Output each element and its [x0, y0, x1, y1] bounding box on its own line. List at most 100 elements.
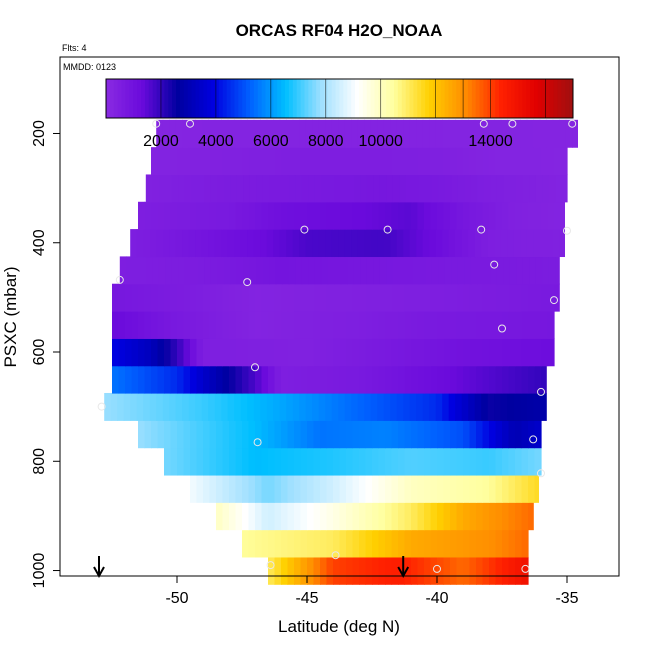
heatmap-cell [347, 174, 355, 203]
heatmap-cell [157, 338, 165, 367]
heatmap-cell [221, 392, 229, 421]
heatmap-cell [495, 338, 503, 367]
sample-point [253, 438, 262, 447]
heatmap-cell [409, 229, 417, 258]
heatmap-cell [496, 174, 504, 203]
heatmap-cell [326, 556, 334, 585]
heatmap-cell [177, 365, 185, 394]
heatmap-cell [417, 365, 425, 394]
sample-point [568, 119, 577, 128]
heatmap-cell [143, 229, 151, 258]
heatmap-cell [411, 529, 419, 558]
heatmap-cell [288, 174, 296, 203]
heatmap-cell [279, 229, 287, 258]
heatmap-cell [443, 201, 451, 230]
heatmap-cell [495, 311, 503, 339]
colorbar-segment [226, 79, 232, 118]
heatmap-cell [125, 365, 133, 394]
heatmap-cell [313, 311, 321, 339]
heatmap-cell [170, 283, 178, 312]
heatmap-cell [404, 147, 412, 176]
heatmap-cell [528, 447, 536, 476]
colorbar-segment [510, 79, 516, 118]
heatmap-cell [209, 147, 217, 176]
heatmap-cell [294, 201, 302, 230]
heatmap-cell [279, 392, 287, 421]
heatmap-cell [229, 338, 237, 367]
heatmap-cell [288, 256, 296, 285]
heatmap-cell [370, 229, 378, 258]
x-tick-label: -50 [165, 590, 188, 607]
heatmap-cell [443, 338, 451, 367]
heatmap-cell [555, 256, 560, 285]
heatmap-cell [534, 447, 542, 476]
heatmap-cell [541, 283, 549, 312]
heatmap-cell [416, 119, 424, 148]
heatmap-cell [386, 174, 394, 203]
heatmap-cell [269, 256, 277, 285]
heatmap-cell [301, 174, 309, 203]
heatmap-cell [353, 256, 361, 285]
heatmap-cell [416, 392, 424, 421]
heatmap-cell [398, 283, 406, 312]
heatmap-cell [300, 556, 308, 585]
heatmap-cell [346, 529, 354, 558]
heatmap-cell [560, 201, 565, 230]
heatmap-cell [469, 556, 477, 585]
heatmap-cell [359, 311, 367, 339]
colorbar-segment [187, 79, 193, 118]
heatmap-cell [165, 174, 173, 203]
heatmap-cell [261, 529, 269, 558]
heatmap-cell [451, 174, 459, 203]
heatmap-cell [248, 283, 256, 312]
heatmap-cell [203, 311, 211, 339]
colorbar-segment [417, 79, 422, 118]
heatmap-cell [130, 392, 138, 421]
heatmap-cell [404, 556, 412, 585]
heatmap-cell [197, 174, 205, 203]
colorbar-segment [506, 79, 512, 118]
heatmap-cell [509, 174, 517, 203]
heatmap-cell [326, 474, 334, 503]
heatmap-cell [464, 256, 472, 285]
heatmap-cell [494, 392, 502, 421]
colorbar-segment [316, 79, 321, 118]
heatmap-cell [476, 529, 484, 558]
colorbar-frame [105, 78, 574, 119]
heatmap-cell [229, 311, 237, 339]
heatmap-cell [541, 338, 549, 367]
heatmap-cell [477, 174, 485, 203]
heatmap-cell [209, 338, 217, 367]
colorbar-segment [109, 79, 115, 118]
heatmap-cell [248, 147, 256, 176]
colorbar-segment [386, 79, 391, 118]
heatmap-cell [495, 556, 503, 585]
heatmap-cell [515, 447, 523, 476]
heatmap-cell [474, 119, 482, 148]
sample-point [97, 402, 106, 411]
heatmap-cell [216, 474, 224, 503]
heatmap-cell [482, 502, 490, 531]
heatmap-cell [190, 311, 198, 339]
heatmap-cell [287, 502, 295, 531]
heatmap-cell [339, 556, 347, 585]
heatmap-cell [372, 365, 380, 394]
heatmap-cell [162, 119, 170, 148]
heatmap-cell [235, 147, 243, 176]
heatmap-cell [235, 474, 243, 503]
heatmap-cell [513, 392, 521, 421]
heatmap-cell [229, 283, 237, 312]
heatmap-cell [404, 474, 412, 503]
heatmap-cell [182, 229, 190, 258]
heatmap-cell [392, 256, 400, 285]
heatmap-cell [222, 474, 230, 503]
heatmap-cell [456, 283, 464, 312]
heatmap-cell [513, 119, 521, 148]
heatmap-cell [364, 392, 372, 421]
heatmap-cell [547, 338, 555, 367]
heatmap-cell [522, 256, 530, 285]
heatmap-cell [195, 119, 203, 148]
heatmap-cell [320, 556, 328, 585]
heatmap-cell [320, 365, 328, 394]
heatmap-cell [242, 420, 250, 449]
